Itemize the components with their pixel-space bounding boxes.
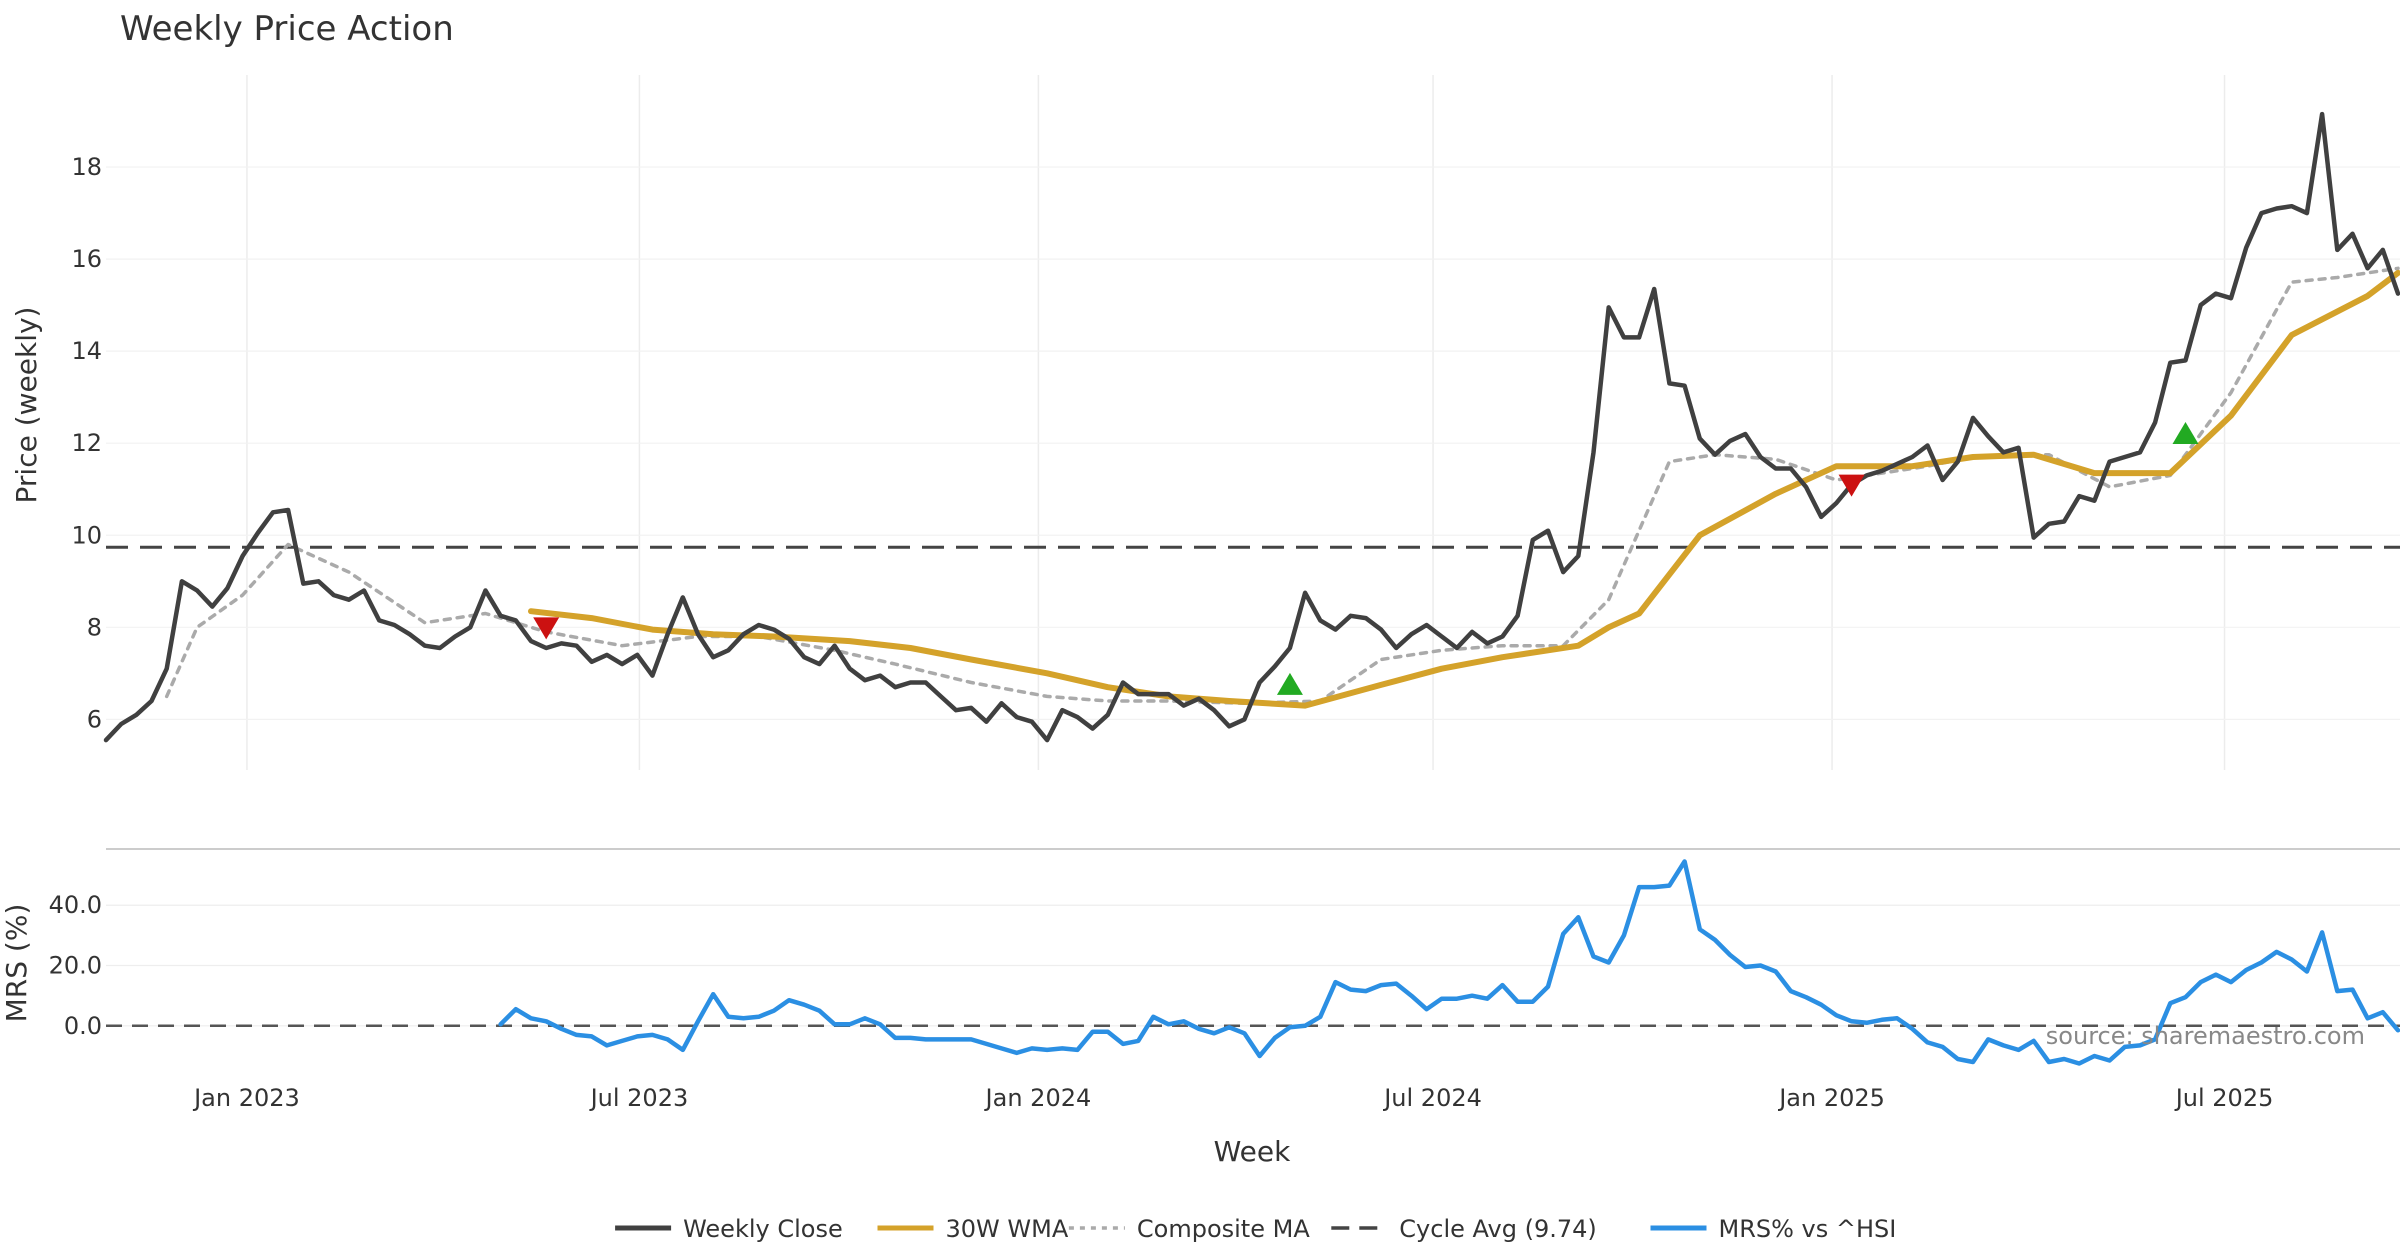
mrs-y-label: MRS (%) (0, 904, 33, 1023)
legend-label: MRS% vs ^HSI (1719, 1215, 1897, 1243)
price-y-tick-label: 10 (71, 521, 102, 549)
price-y-tick-label: 18 (71, 153, 102, 181)
series-weekly-close (103, 111, 2400, 743)
mrs-panel: 0.0 20.0 40.0 MRS (%) source: sharemaestro… (0, 859, 2400, 1066)
series-mrs-vs-hsi (498, 859, 2400, 1066)
x-tick-label: Jan 2024 (984, 1084, 1092, 1112)
x-tick-label: Jan 2025 (1777, 1084, 1885, 1112)
mrs-y-tick-label: 40.0 (49, 891, 102, 919)
series-composite-ma (164, 266, 2400, 706)
price-y-ticks: 6 8 10 12 14 16 18 (71, 153, 102, 733)
x-tick-label: Jan 2023 (192, 1084, 300, 1112)
x-tick-label: Jul 2024 (1382, 1084, 1482, 1112)
price-y-label: Price (weekly) (10, 307, 43, 504)
legend-label: Weekly Close (683, 1215, 843, 1243)
legend: Weekly Close 30W WMA Composite MA Cycle Avg… (615, 1215, 1896, 1243)
price-y-tick-label: 16 (71, 245, 102, 273)
mrs-y-ticks: 0.0 20.0 40.0 (49, 891, 102, 1040)
buy-signal-marker (1276, 672, 1303, 695)
price-panel: 6 8 10 12 14 16 18 Price (weekly) (10, 75, 2400, 770)
buy-signal-marker (2172, 422, 2199, 445)
mrs-y-tick-label: 20.0 (49, 952, 102, 980)
x-ticks: Jan 2023 Jul 2023 Jan 2024 Jul 2024 Jan 2025… (192, 1084, 2273, 1112)
price-y-tick-label: 12 (71, 429, 102, 457)
price-gridlines (106, 75, 2400, 770)
mrs-y-tick-label: 0.0 (64, 1012, 102, 1040)
x-tick-label: Jul 2025 (2174, 1084, 2274, 1112)
series-30w-wma (528, 269, 2400, 709)
legend-label: Cycle Avg (9.74) (1399, 1215, 1596, 1243)
legend-label: 30W WMA (946, 1215, 1069, 1243)
signal-markers (533, 422, 2199, 695)
mrs-series (498, 859, 2400, 1066)
mrs-gridlines (106, 904, 2400, 1027)
sell-signal-marker (1838, 474, 1865, 497)
x-axis-label: Week (1214, 1135, 1291, 1168)
sell-signal-marker (533, 617, 560, 640)
price-series (103, 111, 2400, 743)
source-note: source: sharemaestro.com (2046, 1022, 2365, 1050)
x-tick-label: Jul 2023 (589, 1084, 689, 1112)
legend-label: Composite MA (1137, 1215, 1310, 1243)
chart-title: Weekly Price Action (120, 9, 454, 49)
price-y-tick-label: 6 (87, 705, 102, 733)
price-y-tick-label: 14 (71, 337, 102, 365)
price-y-tick-label: 8 (87, 613, 102, 641)
